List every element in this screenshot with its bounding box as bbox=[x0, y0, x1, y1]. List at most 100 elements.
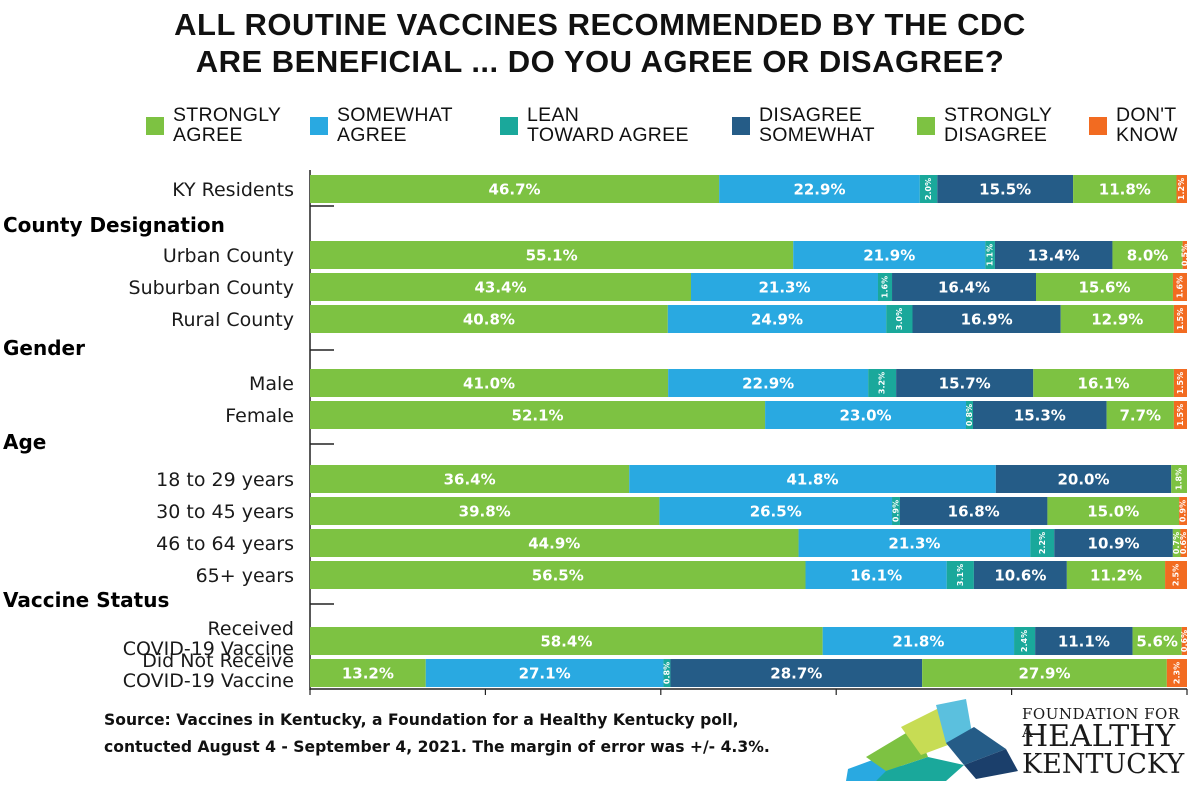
bar-segment bbox=[972, 401, 1107, 429]
data-label: 12.9% bbox=[1091, 311, 1143, 329]
bar-segment bbox=[922, 659, 1167, 687]
legend-swatch bbox=[917, 117, 935, 135]
bar-segment bbox=[310, 305, 668, 333]
bar-segment bbox=[1060, 305, 1174, 333]
data-label: 44.9% bbox=[528, 535, 580, 553]
data-label: 0.5% bbox=[1180, 244, 1189, 266]
group-label: Age bbox=[3, 430, 46, 454]
bar-segment bbox=[310, 401, 766, 429]
bar-segment bbox=[1176, 175, 1187, 203]
group-label: County Designation bbox=[3, 213, 225, 237]
bar-segment bbox=[670, 659, 923, 687]
row-label: 30 to 45 years bbox=[156, 501, 294, 523]
bar-segment bbox=[793, 241, 986, 269]
data-label: 2.3% bbox=[1172, 662, 1181, 684]
data-label: 11.1% bbox=[1058, 633, 1110, 651]
data-label: 15.3% bbox=[1014, 407, 1066, 425]
bar-segment bbox=[1172, 273, 1187, 301]
bar-segment bbox=[1173, 305, 1187, 333]
bar-segment bbox=[877, 273, 893, 301]
data-label: 2.5% bbox=[1172, 564, 1181, 586]
data-label: 52.1% bbox=[512, 407, 564, 425]
bar-segment bbox=[1106, 401, 1174, 429]
data-label: 1.6% bbox=[881, 276, 890, 298]
stacked-bar-chart: KY Residents 46.7% 22.9% 2.0% 15.5% 11.8% 1.2%… bbox=[3, 170, 1189, 695]
data-label: 21.8% bbox=[892, 633, 944, 651]
bar-segment bbox=[629, 465, 996, 493]
bar-segment bbox=[1030, 529, 1055, 557]
bar-segment bbox=[886, 305, 913, 333]
bar-segment bbox=[310, 465, 630, 493]
bar-segment bbox=[425, 659, 664, 687]
data-label: 27.9% bbox=[1018, 665, 1070, 683]
bar-segment bbox=[310, 529, 799, 557]
bar-segment bbox=[805, 561, 947, 589]
data-label: 1.8% bbox=[1175, 468, 1184, 490]
bar-segment bbox=[994, 241, 1113, 269]
bar-segment bbox=[1181, 627, 1187, 655]
source-line-1: Source: Vaccines in Kentucky, a Foundati… bbox=[104, 711, 739, 729]
bar-segment bbox=[1182, 241, 1187, 269]
bar-segment bbox=[310, 561, 806, 589]
data-label: 10.6% bbox=[994, 567, 1046, 585]
bar-segment bbox=[310, 497, 660, 525]
row-label: 46 to 64 years bbox=[156, 533, 294, 555]
data-label: 13.4% bbox=[1028, 247, 1080, 265]
bar-segment bbox=[310, 273, 691, 301]
data-label: 56.5% bbox=[532, 567, 584, 585]
data-label: 13.2% bbox=[342, 665, 394, 683]
bar-segment bbox=[912, 305, 1061, 333]
bar-segment bbox=[310, 175, 720, 203]
bar-segment bbox=[892, 497, 900, 525]
data-label: 0.9% bbox=[891, 500, 900, 522]
bar-segment bbox=[310, 241, 794, 269]
data-label: 7.7% bbox=[1119, 407, 1161, 425]
data-label: 0.7% bbox=[1172, 532, 1181, 554]
legend-swatch bbox=[1089, 117, 1107, 135]
legend-label: SOMEWHAT AGREE bbox=[337, 104, 453, 146]
bar-segment bbox=[310, 659, 426, 687]
data-label: 1.1% bbox=[986, 244, 995, 266]
legend-label: STRONGLY AGREE bbox=[173, 104, 282, 146]
bar-segment bbox=[995, 465, 1172, 493]
data-label: 0.8% bbox=[662, 662, 671, 684]
data-label: 20.0% bbox=[1057, 471, 1109, 489]
bar-segment bbox=[973, 561, 1067, 589]
row-label: Urban County bbox=[163, 245, 294, 267]
data-label: 16.8% bbox=[948, 503, 1000, 521]
data-label: 3.1% bbox=[956, 564, 965, 586]
row-label: Male bbox=[249, 373, 294, 395]
bar-segment bbox=[310, 369, 669, 397]
row-label: Female bbox=[225, 405, 294, 427]
data-label: 8.0% bbox=[1127, 247, 1169, 265]
row-label: Received bbox=[208, 618, 294, 640]
legend: STRONGLY AGREE SOMEWHAT AGREE LEAN TOWAR… bbox=[0, 105, 1200, 155]
bar-segment bbox=[1047, 497, 1180, 525]
data-label: 15.5% bbox=[979, 181, 1031, 199]
data-label: 16.1% bbox=[1078, 375, 1130, 393]
logo-line-2: HEALTHY bbox=[1022, 719, 1176, 754]
row-label: COVID-19 Vaccine bbox=[123, 670, 294, 692]
bar-segment bbox=[899, 497, 1048, 525]
bar-segment bbox=[822, 627, 1015, 655]
chart-title-line-2: ARE BENEFICIAL ... DO YOU AGREE OR DISAG… bbox=[195, 44, 1005, 79]
data-label: 26.5% bbox=[750, 503, 802, 521]
source-line-2: contucted August 4 - September 4, 2021. … bbox=[104, 738, 770, 756]
bar-segment bbox=[919, 175, 938, 203]
bar-segment bbox=[1173, 369, 1187, 397]
data-label: 5.6% bbox=[1136, 633, 1178, 651]
data-label: 16.9% bbox=[961, 311, 1013, 329]
legend-label: LEAN TOWARD AGREE bbox=[527, 104, 689, 146]
bar-segment bbox=[1033, 369, 1174, 397]
row-label: KY Residents bbox=[172, 179, 294, 201]
kentucky-shape-icon bbox=[846, 699, 1018, 781]
data-label: 1.5% bbox=[1176, 372, 1185, 394]
data-label: 0.6% bbox=[1179, 532, 1188, 554]
data-label: 46.7% bbox=[489, 181, 541, 199]
row-label: 65+ years bbox=[196, 565, 294, 587]
bar-segment bbox=[690, 273, 878, 301]
bar-segment bbox=[985, 241, 995, 269]
data-label: 3.2% bbox=[878, 372, 887, 394]
bar-segment bbox=[668, 369, 869, 397]
data-label: 22.9% bbox=[793, 181, 845, 199]
